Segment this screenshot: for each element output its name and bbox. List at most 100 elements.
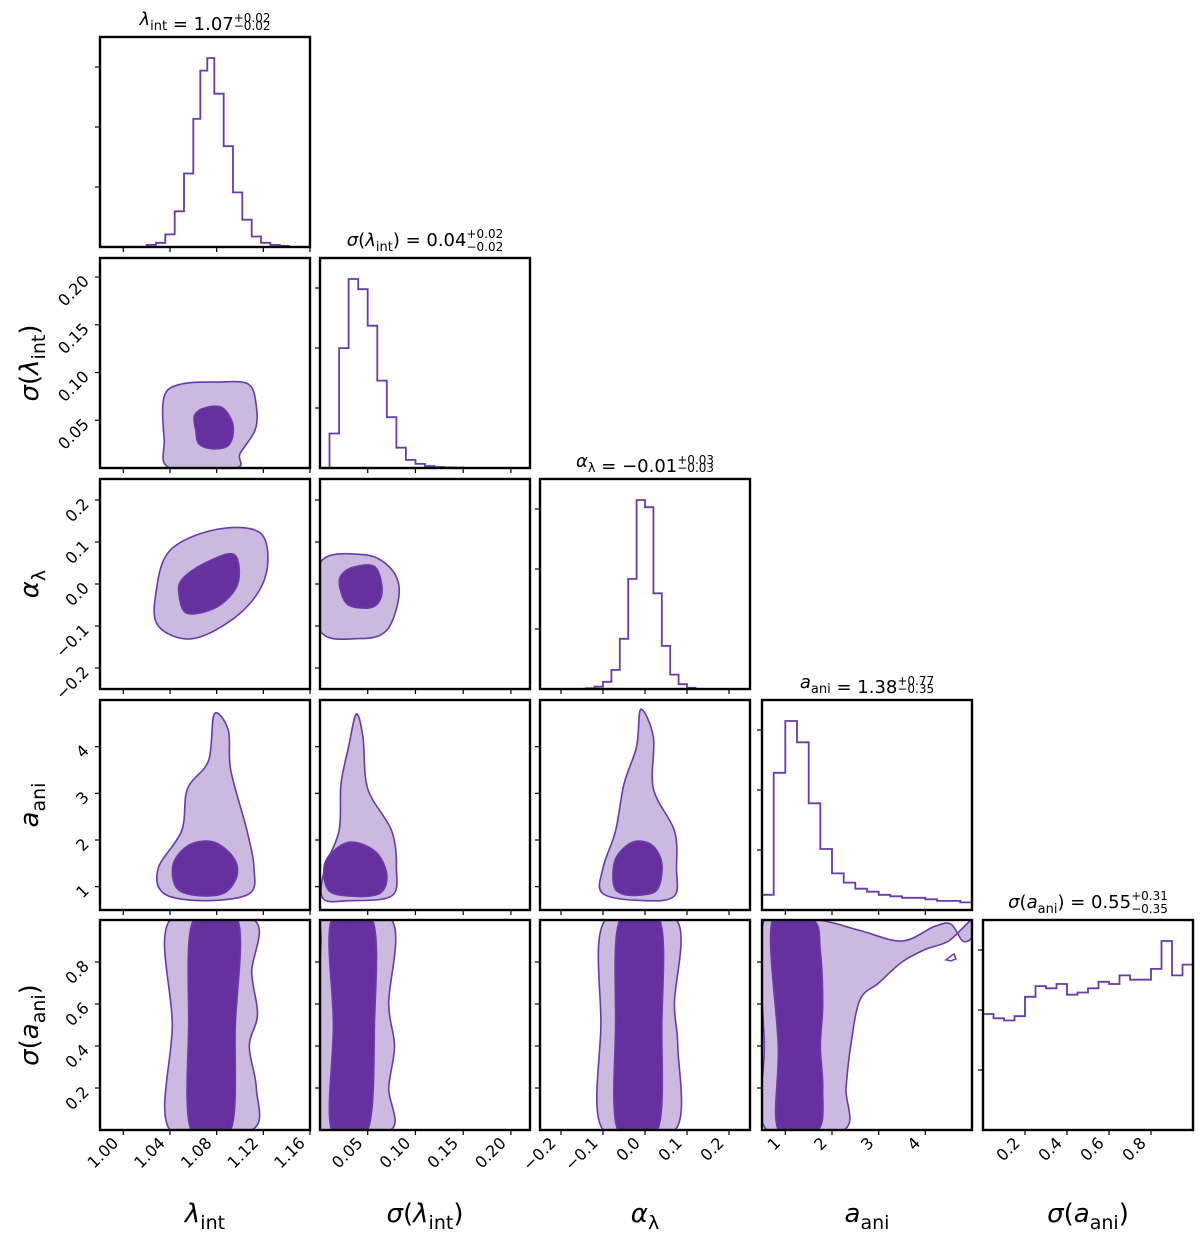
title-equals: = [831, 677, 858, 698]
title-plus: +0.31 [1131, 889, 1168, 903]
label-symbol: a [1027, 892, 1038, 913]
y-tick-label: 0.20 [54, 271, 93, 310]
label-paren-open: ( [1064, 1199, 1074, 1229]
x-tick-label: 1 [764, 1133, 785, 1154]
axis-label-x-sigma_lambda_int: σ(λint) [387, 1199, 464, 1234]
label-sigma: σ [347, 230, 359, 251]
y-tick-label: 1 [72, 881, 93, 902]
label-sigma: σ [1047, 1199, 1065, 1229]
x-tick-label: 4 [904, 1133, 925, 1154]
histogram-step-line [320, 278, 465, 469]
panel-border [981, 918, 1195, 1132]
title-minus: −0.35 [1131, 902, 1168, 916]
title-a_ani: aani = 1.38+0.77−0.35 [800, 672, 934, 698]
title-minus: −0.02 [234, 19, 271, 33]
label-paren-open: ( [403, 1199, 413, 1229]
title-value: 1.38 [857, 677, 897, 698]
label-tail: ) [1057, 892, 1064, 913]
panel-border [318, 918, 532, 1132]
panel-frame-1-1 [315, 256, 532, 473]
contour-panel-alpha_lambda-vs-sigma_a_ani [595, 920, 683, 1130]
label-symbol: α [631, 1199, 648, 1229]
title-equals: = [400, 230, 427, 251]
x-tick-label: 1.00 [84, 1133, 123, 1172]
panel-border [318, 698, 532, 912]
panel-border [538, 477, 752, 691]
x-tick-label: 1.12 [224, 1133, 263, 1172]
title-plus: +0.02 [234, 11, 271, 25]
x-tick-label: 0.4 [1034, 1133, 1065, 1164]
y-tick-label: 0.0 [61, 578, 92, 609]
label-subscript: λ [28, 570, 50, 581]
y-axis-label: σ(λint) [15, 325, 50, 402]
axis-label-y-a_ani: aani [15, 783, 50, 828]
x-axis-label: αλ [631, 1199, 659, 1234]
y-axis-label: aani [15, 783, 50, 828]
label-tail: ) [15, 984, 45, 994]
histogram-a_ani [761, 720, 973, 910]
title-text: λint = 1.07+0.02 [139, 9, 271, 35]
x-tick-label: −0.2 [519, 1133, 560, 1174]
title-alpha_lambda: αλ = −0.01+0.03−0.03 [576, 451, 714, 477]
panel-border [98, 35, 312, 249]
x-tick-label: 0.05 [328, 1133, 367, 1172]
label-sigma: σ [387, 1199, 405, 1229]
contour-inner-68 [171, 840, 239, 897]
label-subscript: ani [28, 994, 50, 1023]
y-tick-label: −0.2 [52, 662, 93, 703]
y-tick-label: 0.6 [61, 998, 92, 1029]
contour-panel-sigma_lambda_int-vs-sigma_a_ani [320, 920, 397, 1130]
panel-border [98, 256, 312, 470]
x-axis-label: aani [845, 1199, 890, 1234]
x-tick-label: 2 [810, 1133, 831, 1154]
contour-panel-lambda_int-vs-sigma_lambda_int [161, 380, 259, 468]
title-equals: = [596, 456, 623, 477]
axis-label-x-sigma_a_ani: σ(aani) [1047, 1199, 1129, 1234]
title-text: σ(λint) = 0.04+0.02 [347, 227, 503, 255]
y-tick-label: 0.1 [61, 536, 92, 567]
label-symbol: λ [15, 359, 45, 376]
x-tick-label: 0.6 [1076, 1133, 1107, 1164]
x-axis-label: σ(aani) [1047, 1199, 1129, 1234]
label-paren-open: ( [15, 1039, 45, 1049]
panel-frame-0-0 [95, 35, 312, 252]
title-value: 0.04 [426, 230, 466, 251]
label-symbol: a [800, 672, 811, 693]
histogram-step-line [585, 499, 697, 690]
panel-frame-3-3 [757, 698, 974, 915]
label-symbol: λ [139, 9, 151, 30]
x-tick-label: 0.2 [696, 1133, 727, 1164]
contour-inner-68 [612, 840, 663, 897]
label-tail: ) [15, 325, 45, 335]
label-symbol: a [845, 1199, 861, 1229]
histogram-sigma_a_ani [982, 940, 1194, 1130]
label-symbol: α [15, 581, 45, 598]
label-subscript: int [200, 1212, 225, 1234]
label-subscript: int [429, 1212, 454, 1234]
contour-panel-a_ani-vs-sigma_a_ani [762, 920, 972, 1130]
y-tick-label: 0.8 [61, 956, 92, 987]
panel-frame-3-2 [535, 698, 752, 915]
y-tick-label: 0.10 [54, 367, 93, 406]
y-tick-label: 3 [72, 788, 93, 809]
contour-inner-68 [328, 920, 378, 1130]
x-tick-label: 1.08 [177, 1133, 216, 1172]
x-tick-label: 0.0 [612, 1133, 643, 1164]
panel-frame-4-3: 1 2 3 4 [757, 918, 974, 1154]
title-equals: = [1064, 892, 1091, 913]
title-equals: = [167, 14, 194, 35]
x-tick-label: 0.8 [1118, 1133, 1149, 1164]
title-plus: +0.03 [677, 453, 714, 467]
axis-label-y-sigma_a_ani: σ(aani) [15, 984, 50, 1066]
axis-label-x-lambda_int: λint [183, 1199, 225, 1234]
title-plus: +0.77 [897, 674, 934, 688]
x-tick-label: 0.10 [376, 1133, 415, 1172]
contour-panel-lambda_int-vs-a_ani [156, 712, 256, 902]
panel-border [98, 918, 312, 1132]
y-axis-label: σ(aani) [15, 984, 50, 1066]
label-symbol: α [576, 451, 588, 472]
title-minus: −0.02 [466, 240, 503, 254]
x-tick-label: −0.1 [561, 1133, 602, 1174]
label-subscript: ani [1038, 902, 1058, 917]
